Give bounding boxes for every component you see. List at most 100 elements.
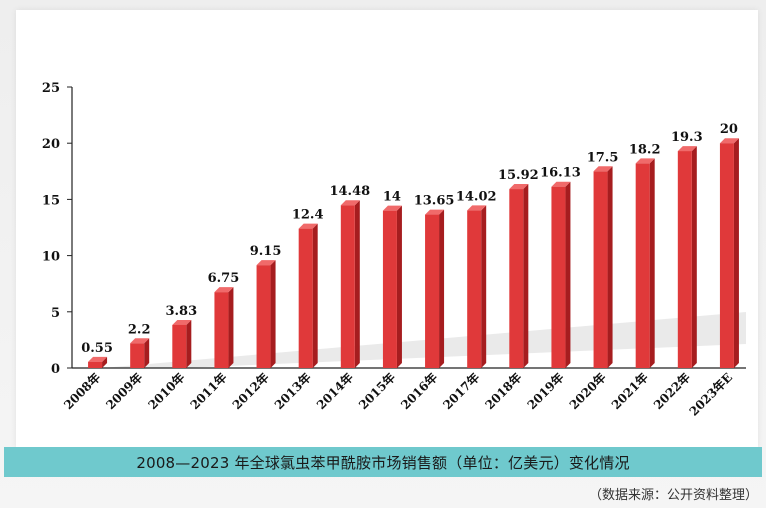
bar-top [593,166,613,172]
y-tick-label: 15 [42,193,60,208]
bar-side [565,181,571,368]
bar [551,186,566,368]
data-label: 12.4 [292,208,324,223]
bar-side [691,146,697,368]
bar-top [635,158,655,164]
x-tick-label: 2011年 [187,370,230,413]
bar-top [298,223,318,229]
bar-top [256,260,276,266]
data-label: 9.15 [250,244,282,259]
bar-side [607,166,613,368]
data-label: 15.92 [498,168,539,183]
bar-side [396,205,402,368]
bar-group [382,205,402,368]
bar [298,228,313,368]
bar-group [509,184,529,368]
x-tick-label: 2012年 [229,370,272,413]
data-label: 20 [720,122,738,137]
bar [509,189,524,368]
bar [382,210,397,368]
bar-top [340,200,360,206]
x-tick-label: 2017年 [440,370,483,413]
bar-side [186,319,192,368]
bar-side [144,338,150,368]
data-label: 14.02 [456,189,497,204]
bar-side [481,205,487,368]
caption-bar: 2008—2023 年全球氯虫苯甲酰胺市场销售额（单位：亿美元）变化情况 [4,447,762,477]
y-tick-label: 25 [42,81,60,96]
data-label: 6.75 [208,271,240,286]
bar-side [312,223,318,368]
x-tick-label: 2018年 [482,370,525,413]
y-tick-label: 5 [51,306,60,321]
bar-group [130,338,150,368]
data-label: 16.13 [540,166,581,181]
x-tick-label: 2009年 [103,370,146,413]
x-tick-label: 2008年 [60,370,103,413]
data-label: 13.65 [414,194,455,209]
y-tick-label: 0 [51,362,60,377]
x-tick-label: 2022年 [650,370,693,413]
bar [467,210,482,368]
bar-side [733,138,739,368]
bar-top [88,356,108,362]
data-label: 14.48 [329,184,370,199]
data-label: 3.83 [165,304,197,319]
bar-top [719,138,739,144]
bar-top [425,209,445,215]
bar-top [551,181,571,187]
x-tick-label: 2020年 [566,370,609,413]
source-note: （数据来源：公开资料整理） [588,488,758,503]
bar [214,292,229,368]
bar [130,343,145,368]
bar-top [130,338,150,344]
data-label: 0.55 [81,341,113,356]
bar-side [439,209,445,368]
bar-side [102,356,108,368]
bar [172,324,187,368]
y-tick-label: 10 [42,250,60,265]
bar [677,151,692,368]
bar-group [551,181,571,368]
bar-group [677,146,697,368]
bar-group [467,205,487,368]
data-label: 17.5 [587,150,619,165]
plot-panel: 0 5 10 15 20 25 0.55 2008年 2.2 2009年 3.83 2010年 6.75… [16,10,758,448]
bar-group [340,200,360,368]
y-tick-label: 20 [42,137,60,152]
x-tick-label: 2016年 [397,370,440,413]
bar-group [425,209,445,368]
bar-top [172,319,192,325]
bar-group [214,287,234,368]
bar-side [228,287,234,368]
x-tick-label: 2019年 [524,370,567,413]
bar [425,214,440,368]
bar-top [382,205,402,211]
bar-top [214,287,234,293]
x-tick-label: 2015年 [355,370,398,413]
x-tick-label: 2021年 [608,370,651,413]
bar-top [677,146,697,152]
data-label: 19.3 [671,130,703,145]
bar-side [270,260,276,368]
x-tick-label: 2010年 [145,370,188,413]
bar [88,361,103,368]
bar [256,265,271,368]
bar-side [649,158,655,368]
bar-group [298,223,318,368]
bar-group [172,319,192,368]
bar-chart: 0 5 10 15 20 25 0.55 2008年 2.2 2009年 3.83 2010年 6.75… [42,81,746,419]
bar [340,205,355,368]
bar-group [719,138,739,368]
x-tick-label: 2013年 [271,370,314,413]
data-label: 2.2 [128,322,151,337]
bar [719,143,734,368]
x-tick-label: 2014年 [313,370,356,413]
data-label: 18.2 [629,142,661,157]
bar-top [509,184,529,190]
bar-group [635,158,655,368]
data-label: 14 [383,190,401,205]
chart-caption: 2008—2023 年全球氯虫苯甲酰胺市场销售额（单位：亿美元）变化情况 [136,453,630,472]
bar [593,171,608,368]
